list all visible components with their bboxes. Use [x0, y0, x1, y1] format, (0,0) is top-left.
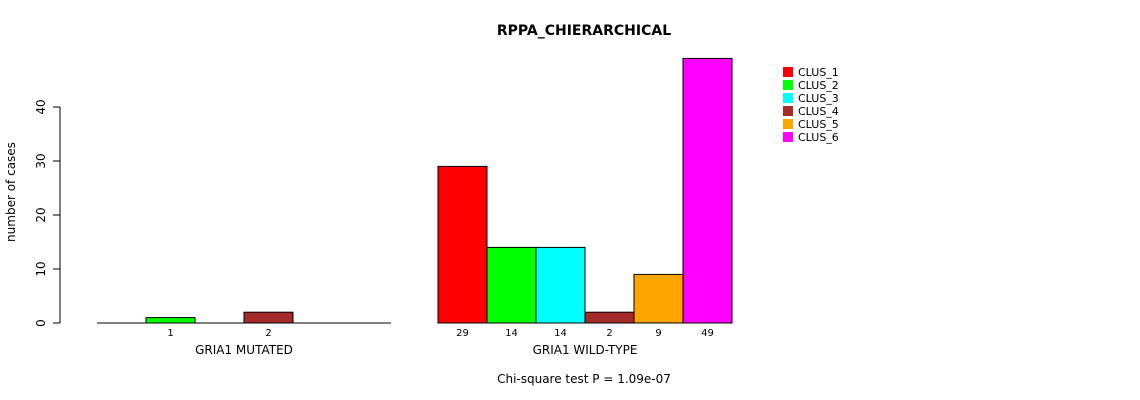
- legend-label: CLUS_1: [798, 66, 839, 79]
- bar-value-label: 2: [606, 328, 612, 339]
- bar-value-label: 14: [505, 328, 518, 339]
- chi-square-footnote: Chi-square test P = 1.09e-07: [497, 372, 671, 386]
- bar-value-label: 9: [655, 328, 661, 339]
- legend-swatch: [783, 106, 793, 116]
- legend-item-clus_3: CLUS_3: [783, 92, 839, 105]
- legend-item-clus_5: CLUS_5: [783, 118, 839, 131]
- bar-clus_2: [145, 317, 196, 324]
- y-tick-label: 40: [34, 99, 48, 114]
- bar-value-label: 49: [701, 328, 714, 339]
- y-axis: 0 10 20 30 40: [34, 99, 61, 327]
- legend-swatch: [783, 132, 793, 142]
- legend-label: CLUS_3: [798, 92, 839, 105]
- legend-swatch: [783, 80, 793, 90]
- bar-value-label: 14: [554, 328, 567, 339]
- chart-title: RPPA_CHIERARCHICAL: [497, 23, 671, 39]
- y-tick-label: 10: [34, 261, 48, 276]
- bar-clus_4: [584, 311, 635, 324]
- legend-label: CLUS_5: [798, 118, 839, 131]
- legend-item-clus_4: CLUS_4: [783, 105, 839, 118]
- legend-swatch: [783, 93, 793, 103]
- legend-item-clus_1: CLUS_1: [783, 66, 839, 79]
- y-axis-label: number of cases: [4, 142, 18, 242]
- bar-clus_5: [633, 273, 684, 324]
- y-tick-label: 0: [34, 319, 48, 327]
- bar-clus_1: [437, 165, 488, 324]
- legend-swatch: [783, 119, 793, 129]
- bar-clus_2: [486, 246, 537, 324]
- bar-value-label: 29: [456, 328, 469, 339]
- bar-value-label: 1: [167, 328, 173, 339]
- legend-swatch: [783, 67, 793, 77]
- group-panel: 1 2 GRIA1 MUTATED: [97, 311, 391, 357]
- legend-item-clus_2: CLUS_2: [783, 79, 839, 92]
- y-tick-label: 30: [34, 153, 48, 168]
- bar-value-label: 2: [265, 328, 271, 339]
- legend-item-clus_6: CLUS_6: [783, 131, 839, 144]
- bar-clus_6: [682, 57, 733, 324]
- y-tick-label: 20: [34, 207, 48, 222]
- legend-label: CLUS_6: [798, 131, 839, 144]
- bar-clus_4: [243, 311, 294, 324]
- group-label: GRIA1 WILD-TYPE: [533, 343, 638, 357]
- legend-label: CLUS_2: [798, 79, 839, 92]
- group-label: GRIA1 MUTATED: [195, 343, 293, 357]
- bar-clus_3: [535, 246, 586, 324]
- legend-label: CLUS_4: [798, 105, 839, 118]
